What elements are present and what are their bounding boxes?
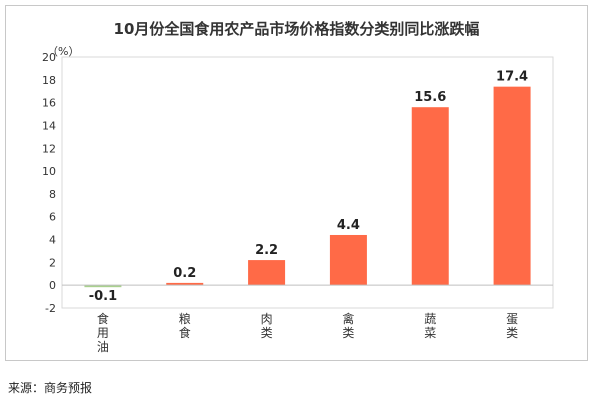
y-tick-label: 4 <box>49 234 56 247</box>
category-label: 粮食 <box>179 311 191 340</box>
category-label: 禽类 <box>342 311 354 340</box>
data-label: 17.4 <box>496 70 528 85</box>
category-label: 蔬菜 <box>424 312 436 340</box>
data-label: 0.2 <box>173 266 196 281</box>
category-label: 肉类 <box>261 312 273 340</box>
bar <box>329 234 367 286</box>
data-label: -0.1 <box>89 289 117 304</box>
y-tick-label: 16 <box>42 97 56 110</box>
y-tick-label: -2 <box>45 302 56 315</box>
x-axis: 食用油 粮食 肉类 禽类 蔬菜 蛋类 <box>97 311 518 354</box>
bar <box>84 285 122 288</box>
bar <box>493 86 531 286</box>
y-tick-label: 10 <box>42 165 56 178</box>
bars <box>84 86 531 288</box>
category-label: 蛋类 <box>506 312 518 340</box>
y-tick-label: 2 <box>49 256 56 269</box>
data-label: 4.4 <box>337 218 360 233</box>
y-tick-label: 20 <box>42 51 56 64</box>
plot-area <box>61 56 554 309</box>
y-tick-label: 8 <box>49 188 56 201</box>
data-labels: -0.1 0.2 2.2 4.4 15.6 17.4 <box>89 70 528 305</box>
y-tick-label: 6 <box>49 211 56 224</box>
data-label: 15.6 <box>414 90 446 105</box>
bar <box>248 260 286 286</box>
category-label: 食用油 <box>97 311 109 354</box>
data-label: 2.2 <box>255 243 278 258</box>
chart-title: 10月份全国食用农产品市场价格指数分类别同比涨跌幅 <box>113 20 480 38</box>
bar <box>166 282 204 286</box>
source-note: 来源：商务预报 <box>8 381 93 395</box>
y-tick-label: 14 <box>42 119 56 132</box>
bar <box>411 107 449 286</box>
y-tick-label: 0 <box>49 279 56 292</box>
y-tick-label: 12 <box>42 142 56 155</box>
y-axis-unit-label: （%） <box>47 45 80 58</box>
y-tick-label: 18 <box>42 74 56 87</box>
